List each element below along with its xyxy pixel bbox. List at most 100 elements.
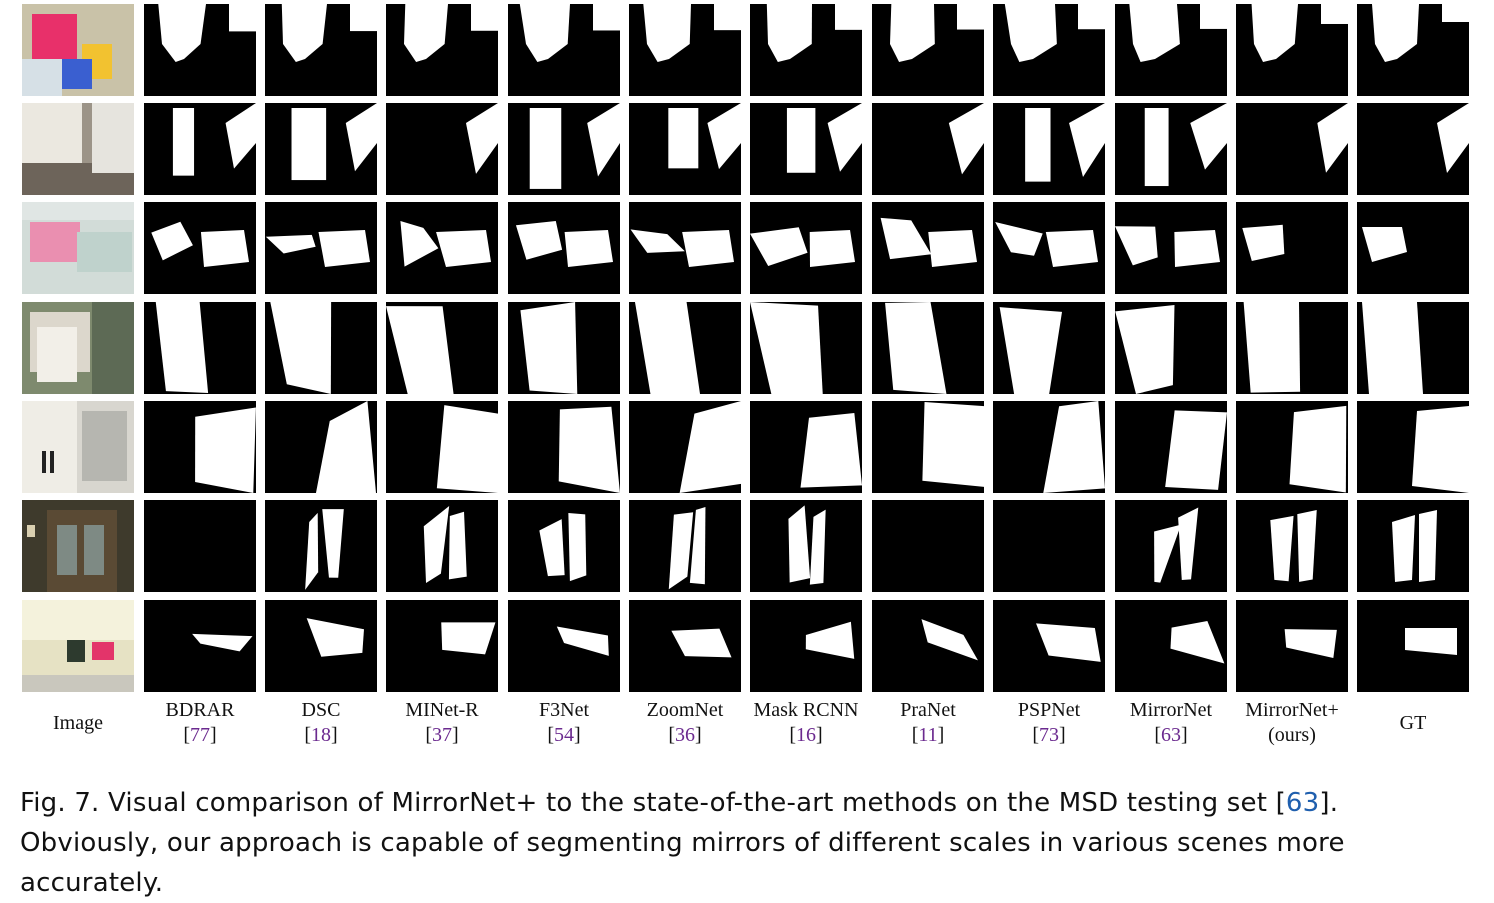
scene-image xyxy=(22,103,134,195)
mask-bdrar xyxy=(144,401,256,493)
citation-link[interactable]: 54 xyxy=(554,724,574,746)
mask-minet-r xyxy=(386,4,498,96)
scene-image xyxy=(22,500,134,592)
mask-f3net xyxy=(508,202,620,294)
column-ref: [77] xyxy=(183,724,217,746)
column-label-text: Image xyxy=(53,712,103,734)
mask-mirrornet xyxy=(1115,401,1227,493)
mask-gt xyxy=(1357,202,1469,294)
mask-dsc xyxy=(265,202,377,294)
column-label-text: GT xyxy=(1399,712,1427,734)
mask-pranet xyxy=(872,302,984,394)
column-label-text: BDRAR xyxy=(165,699,235,721)
mask-mask-rcnn xyxy=(750,600,862,692)
column-label: DSC [18] xyxy=(259,698,383,748)
mask-zoomnet xyxy=(629,500,741,592)
mask-minet-r xyxy=(386,600,498,692)
mask-mirrornet xyxy=(1115,4,1227,96)
citation-link[interactable]: 11 xyxy=(918,724,938,746)
column-ref: [36] xyxy=(668,724,702,746)
mask-dsc xyxy=(265,103,377,195)
mask-pranet xyxy=(872,103,984,195)
mask-mask-rcnn xyxy=(750,4,862,96)
mask-mirrornet xyxy=(1115,302,1227,394)
column-label-text: MINet-R xyxy=(405,699,479,721)
column-label-text: MirrorNet+ xyxy=(1245,699,1339,721)
column-ref: [18] xyxy=(304,724,338,746)
mask-mirrornet- xyxy=(1236,103,1348,195)
mask-pspnet xyxy=(993,103,1105,195)
mask-zoomnet xyxy=(629,4,741,96)
column-ref: [11] xyxy=(911,724,945,746)
citation-link[interactable]: 77 xyxy=(190,724,210,746)
mask-zoomnet xyxy=(629,103,741,195)
scene-image xyxy=(22,401,134,493)
column-label: GT xyxy=(1351,711,1475,736)
mask-f3net xyxy=(508,600,620,692)
mask-bdrar xyxy=(144,202,256,294)
mask-bdrar xyxy=(144,4,256,96)
mask-zoomnet xyxy=(629,202,741,294)
column-label-text: Mask RCNN xyxy=(753,699,859,721)
mask-mirrornet- xyxy=(1236,4,1348,96)
column-label: Image xyxy=(16,711,140,736)
mask-pspnet xyxy=(993,600,1105,692)
column-label: PSPNet [73] xyxy=(987,698,1111,748)
mask-gt xyxy=(1357,500,1469,592)
mask-minet-r xyxy=(386,401,498,493)
caption-ref[interactable]: 63 xyxy=(1285,788,1320,818)
mask-zoomnet xyxy=(629,302,741,394)
column-label: F3Net [54] xyxy=(502,698,626,748)
column-label-text: F3Net xyxy=(539,699,589,721)
citation-link[interactable]: 37 xyxy=(432,724,452,746)
mask-dsc xyxy=(265,302,377,394)
mask-pranet xyxy=(872,401,984,493)
mask-mirrornet- xyxy=(1236,401,1348,493)
mask-mirrornet xyxy=(1115,202,1227,294)
mask-pspnet xyxy=(993,500,1105,592)
mask-mirrornet- xyxy=(1236,302,1348,394)
caption-prefix: Fig. 7. Visual comparison of MirrorNet+ … xyxy=(20,788,1286,818)
mask-minet-r xyxy=(386,500,498,592)
column-label-text: MirrorNet xyxy=(1129,699,1213,721)
column-ref: [54] xyxy=(547,724,581,746)
column-label-text: ZoomNet xyxy=(646,699,724,721)
mask-gt xyxy=(1357,103,1469,195)
mask-pspnet xyxy=(993,401,1105,493)
mask-pranet xyxy=(872,202,984,294)
column-label: PraNet [11] xyxy=(866,698,990,748)
mask-f3net xyxy=(508,4,620,96)
comparison-grid xyxy=(22,4,1472,694)
mask-bdrar xyxy=(144,500,256,592)
mask-pspnet xyxy=(993,202,1105,294)
column-label: MINet-R [37] xyxy=(380,698,504,748)
mask-mask-rcnn xyxy=(750,500,862,592)
mask-minet-r xyxy=(386,103,498,195)
mask-bdrar xyxy=(144,103,256,195)
column-label-text: DSC xyxy=(301,699,341,721)
mask-dsc xyxy=(265,500,377,592)
mask-pranet xyxy=(872,500,984,592)
column-label: MirrorNet [63] xyxy=(1109,698,1233,748)
citation-link[interactable]: 16 xyxy=(796,724,816,746)
mask-dsc xyxy=(265,4,377,96)
column-ref: [73] xyxy=(1032,724,1066,746)
column-label: Mask RCNN [16] xyxy=(744,698,868,748)
mask-pranet xyxy=(872,4,984,96)
mask-bdrar xyxy=(144,302,256,394)
mask-gt xyxy=(1357,302,1469,394)
mask-mirrornet- xyxy=(1236,500,1348,592)
citation-link[interactable]: 63 xyxy=(1161,724,1181,746)
column-ref: [37] xyxy=(425,724,459,746)
citation-link[interactable]: 18 xyxy=(311,724,331,746)
column-label-text: PSPNet xyxy=(1017,699,1081,721)
citation-link[interactable]: 36 xyxy=(675,724,695,746)
citation-link[interactable]: 73 xyxy=(1039,724,1059,746)
mask-pspnet xyxy=(993,302,1105,394)
mask-mask-rcnn xyxy=(750,401,862,493)
mask-bdrar xyxy=(144,600,256,692)
mask-mirrornet- xyxy=(1236,600,1348,692)
column-labels: Image BDRAR [77] DSC [18] MINet-R [37] F3Net [54… xyxy=(22,696,1472,756)
mask-zoomnet xyxy=(629,401,741,493)
scene-image xyxy=(22,202,134,294)
